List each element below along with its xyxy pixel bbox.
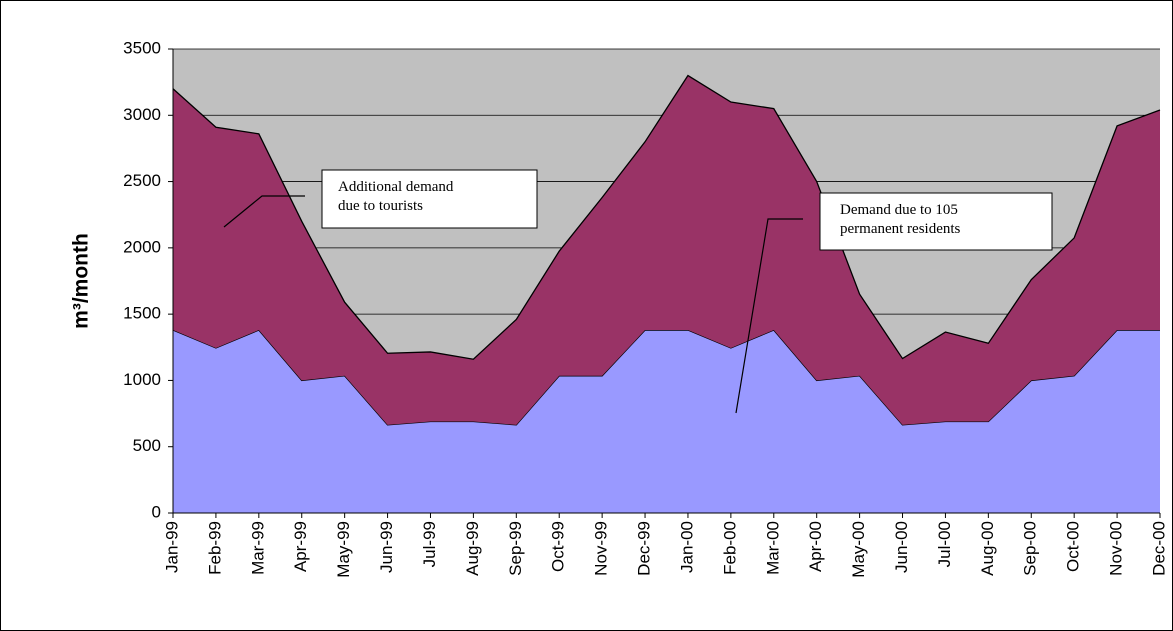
annotation-box xyxy=(321,169,538,229)
x-tick-label: Dec-00 xyxy=(1149,521,1168,576)
x-tick-label: Jul-00 xyxy=(935,521,954,567)
x-tick-label: Nov-99 xyxy=(592,521,611,576)
annotation: Demand due to 105 permanent residents xyxy=(735,192,1053,414)
x-tick-label: Nov-00 xyxy=(1107,521,1126,576)
x-tick-label: Sep-99 xyxy=(506,521,525,576)
x-tick-label: Mar-99 xyxy=(248,521,267,575)
y-tick-label: 500 xyxy=(133,436,161,455)
x-tick-label: Jan-99 xyxy=(162,521,181,573)
x-tick-label: Jan-00 xyxy=(677,521,696,573)
x-tick-label: Aug-99 xyxy=(463,521,482,576)
annotation-text: Demand due to 105 xyxy=(840,202,958,218)
x-tick-label: Dec-99 xyxy=(635,521,654,576)
y-tick-label: 2000 xyxy=(123,237,161,256)
x-tick-label: Feb-99 xyxy=(205,521,224,575)
x-tick-label: Mar-00 xyxy=(763,521,782,575)
annotation-text: Additional demand xyxy=(338,179,454,195)
x-tick-label: Aug-00 xyxy=(978,521,997,576)
x-tick-label: May-00 xyxy=(849,521,868,578)
x-tick-label: Jul-99 xyxy=(420,521,439,567)
annotation-text: due to tourists xyxy=(338,198,423,214)
y-tick-label: 0 xyxy=(152,502,161,521)
y-tick-label: 2500 xyxy=(123,171,161,190)
annotation-box xyxy=(819,192,1053,251)
x-tick-label: Oct-00 xyxy=(1064,521,1083,572)
area xyxy=(173,330,1160,513)
annotation-text: permanent residents xyxy=(840,221,961,237)
x-tick-label: Apr-00 xyxy=(806,521,825,572)
x-tick-label: Jun-99 xyxy=(377,521,396,573)
y-tick-label: 1000 xyxy=(123,370,161,389)
x-tick-label: Feb-00 xyxy=(720,521,739,575)
area xyxy=(173,75,1160,425)
x-tick-label: Apr-99 xyxy=(291,521,310,572)
area-line xyxy=(172,74,1161,360)
x-tick-label: Oct-99 xyxy=(549,521,568,572)
leader-line xyxy=(735,218,803,414)
y-tick-label: 3500 xyxy=(123,38,161,57)
y-tick-label: 3000 xyxy=(123,105,161,124)
x-tick-label: Jun-00 xyxy=(892,521,911,573)
x-tick-label: May-99 xyxy=(334,521,353,578)
annotation: Additional demand due to tourists xyxy=(223,169,538,229)
leader-line xyxy=(223,195,305,228)
x-tick-label: Sep-00 xyxy=(1021,521,1040,576)
y-axis-label: m³/month xyxy=(70,233,93,329)
y-tick-label: 1500 xyxy=(123,304,161,323)
